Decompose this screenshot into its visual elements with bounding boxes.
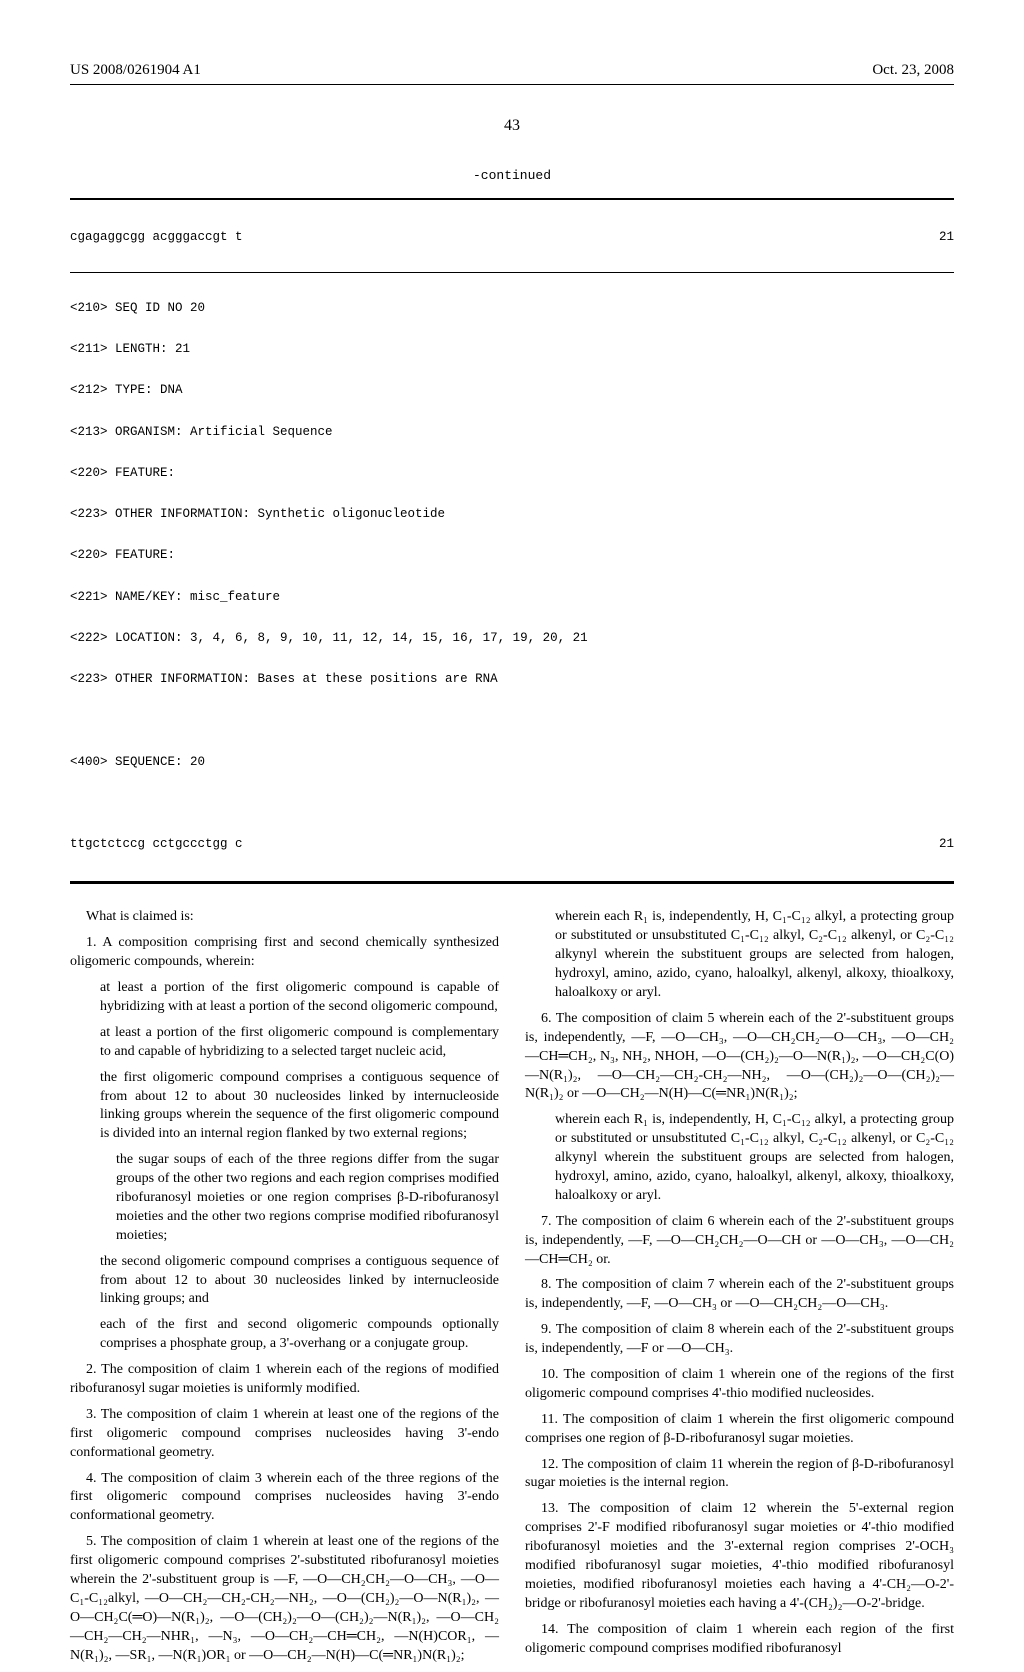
- continued-label: -continued: [70, 167, 954, 185]
- publication-number: US 2008/0261904 A1: [70, 60, 201, 80]
- left-column: What is claimed is: 1. A composition com…: [70, 908, 499, 1672]
- claim-1-e: each of the first and second oligomeric …: [70, 1316, 499, 1354]
- seq-meta-8: <222> LOCATION: 3, 4, 6, 8, 9, 10, 11, 1…: [70, 628, 954, 649]
- seq-bottom: ttgctctccg cctgccctgg c: [70, 834, 243, 855]
- what-is-claimed: What is claimed is:: [70, 908, 499, 927]
- page-header: US 2008/0261904 A1 Oct. 23, 2008: [70, 60, 954, 80]
- claim-1-a: at least a portion of the first oligomer…: [70, 979, 499, 1017]
- claim-12: 12. The composition of claim 11 wherein …: [525, 1456, 954, 1494]
- right-column: wherein each R₁ is, independently, H, C₁…: [525, 908, 954, 1672]
- seq-bottom-len: 21: [939, 834, 954, 855]
- header-underline: [70, 84, 954, 85]
- claim-3: 3. The composition of claim 1 wherein at…: [70, 1406, 499, 1463]
- seq-meta-2: <212> TYPE: DNA: [70, 380, 954, 401]
- claim-5: 5. The composition of claim 1 wherein at…: [70, 1533, 499, 1665]
- claim-1-b: at least a portion of the first oligomer…: [70, 1024, 499, 1062]
- seq-top-len: 21: [939, 227, 954, 248]
- claim-7: 7. The composition of claim 6 wherein ea…: [525, 1213, 954, 1270]
- claim-10: 10. The composition of claim 1 wherein o…: [525, 1366, 954, 1404]
- claim-1-c-sub: the sugar soups of each of the three reg…: [70, 1151, 499, 1245]
- sequence-listing: cgagaggcgg acgggaccgt t 21 <210> SEQ ID N…: [70, 198, 954, 884]
- claim-4: 4. The composition of claim 3 wherein ea…: [70, 1470, 499, 1527]
- seq-tag: <400> SEQUENCE: 20: [70, 752, 954, 773]
- seq-meta-1: <211> LENGTH: 21: [70, 339, 954, 360]
- claim-9: 9. The composition of claim 8 wherein ea…: [525, 1321, 954, 1359]
- claim-6-wherein: wherein each R₁ is, independently, H, C₁…: [525, 1111, 954, 1205]
- publication-date: Oct. 23, 2008: [872, 60, 954, 80]
- claim-11: 11. The composition of claim 1 wherein t…: [525, 1411, 954, 1449]
- claim-1-c: the first oligomeric compound comprises …: [70, 1069, 499, 1145]
- seq-meta-4: <220> FEATURE:: [70, 463, 954, 484]
- claim-5-wherein: wherein each R₁ is, independently, H, C₁…: [525, 908, 954, 1002]
- seq-meta-7: <221> NAME/KEY: misc_feature: [70, 587, 954, 608]
- claim-13: 13. The composition of claim 12 wherein …: [525, 1500, 954, 1613]
- claim-14: 14. The composition of claim 1 wherein e…: [525, 1621, 954, 1659]
- seq-meta-6: <220> FEATURE:: [70, 545, 954, 566]
- seq-meta-5: <223> OTHER INFORMATION: Synthetic oligo…: [70, 504, 954, 525]
- seq-meta-3: <213> ORGANISM: Artificial Sequence: [70, 422, 954, 443]
- claim-1: 1. A composition comprising first and se…: [70, 934, 499, 972]
- claim-8: 8. The composition of claim 7 wherein ea…: [525, 1276, 954, 1314]
- claim-2: 2. The composition of claim 1 wherein ea…: [70, 1361, 499, 1399]
- seq-meta-9: <223> OTHER INFORMATION: Bases at these …: [70, 669, 954, 690]
- claims-columns: What is claimed is: 1. A composition com…: [70, 908, 954, 1672]
- seq-meta-0: <210> SEQ ID NO 20: [70, 298, 954, 319]
- page-number: 43: [70, 115, 954, 137]
- claim-6: 6. The composition of claim 5 wherein ea…: [525, 1010, 954, 1104]
- claim-1-d: the second oligomeric compound comprises…: [70, 1253, 499, 1310]
- seq-top: cgagaggcgg acgggaccgt t: [70, 227, 243, 248]
